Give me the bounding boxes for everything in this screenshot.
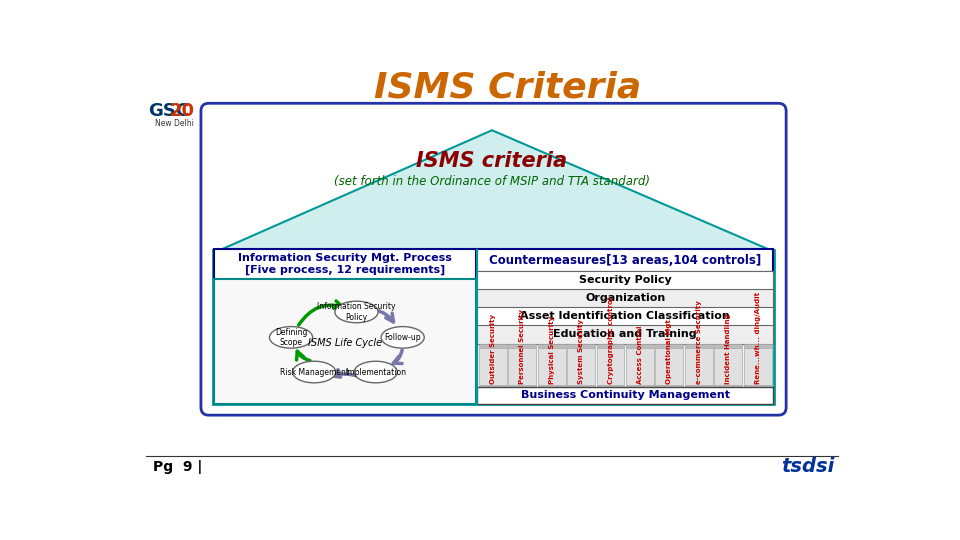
FancyBboxPatch shape — [477, 271, 773, 290]
Text: Education and Training: Education and Training — [553, 329, 697, 340]
FancyBboxPatch shape — [684, 343, 712, 348]
FancyArrowPatch shape — [332, 370, 362, 377]
FancyBboxPatch shape — [596, 348, 624, 385]
FancyBboxPatch shape — [509, 385, 537, 390]
FancyArrowPatch shape — [297, 352, 310, 361]
FancyBboxPatch shape — [477, 387, 773, 403]
FancyBboxPatch shape — [744, 348, 772, 385]
Text: (set forth in the Ordinance of MSIP and TTA standard): (set forth in the Ordinance of MSIP and … — [334, 176, 650, 188]
Text: Information Security Mgt. Process
[Five process, 12 requirements]: Information Security Mgt. Process [Five … — [238, 253, 452, 275]
FancyBboxPatch shape — [684, 385, 712, 390]
FancyBboxPatch shape — [477, 307, 773, 326]
FancyBboxPatch shape — [479, 385, 507, 390]
FancyBboxPatch shape — [509, 343, 537, 348]
Text: e-commerce Security: e-commerce Security — [696, 300, 702, 383]
Ellipse shape — [381, 327, 424, 348]
FancyBboxPatch shape — [509, 348, 537, 385]
Text: Incident Handling: Incident Handling — [725, 313, 732, 383]
FancyBboxPatch shape — [567, 348, 595, 385]
FancyArrowPatch shape — [394, 350, 402, 363]
FancyBboxPatch shape — [538, 385, 565, 390]
FancyBboxPatch shape — [214, 279, 476, 403]
Text: Pg  9 |: Pg 9 | — [154, 460, 203, 474]
Text: tsdsi: tsdsi — [781, 457, 834, 476]
Text: Security Policy: Security Policy — [579, 275, 672, 285]
FancyBboxPatch shape — [596, 343, 624, 348]
Text: 20: 20 — [170, 102, 195, 120]
Text: Implementation: Implementation — [346, 368, 406, 376]
FancyBboxPatch shape — [479, 348, 507, 385]
FancyBboxPatch shape — [656, 385, 684, 390]
FancyBboxPatch shape — [744, 343, 772, 348]
Text: Information Security
Policy: Information Security Policy — [317, 302, 396, 322]
FancyBboxPatch shape — [656, 343, 684, 348]
Text: Rene...wh... ding/Audit: Rene...wh... ding/Audit — [755, 292, 760, 383]
Polygon shape — [221, 130, 769, 249]
Text: Physical Security: Physical Security — [549, 315, 555, 383]
Text: System Security: System Security — [578, 319, 584, 383]
Text: Cryptographic control: Cryptographic control — [608, 296, 613, 383]
Text: Follow-up: Follow-up — [384, 333, 421, 342]
FancyBboxPatch shape — [656, 348, 684, 385]
FancyBboxPatch shape — [477, 326, 773, 345]
FancyBboxPatch shape — [626, 385, 654, 390]
Text: Personnel Security: Personnel Security — [519, 308, 525, 383]
FancyArrowPatch shape — [299, 301, 343, 325]
FancyBboxPatch shape — [213, 249, 774, 403]
Text: Operational Mgt.: Operational Mgt. — [666, 316, 672, 383]
FancyBboxPatch shape — [684, 348, 712, 385]
Text: Asset Identification Classification: Asset Identification Classification — [520, 312, 731, 321]
FancyBboxPatch shape — [596, 385, 624, 390]
Text: Access Control: Access Control — [636, 325, 643, 383]
Ellipse shape — [270, 327, 313, 348]
Text: New Delhi: New Delhi — [156, 119, 194, 128]
FancyBboxPatch shape — [744, 385, 772, 390]
FancyBboxPatch shape — [714, 385, 742, 390]
Text: Defining
Scope: Defining Scope — [275, 328, 307, 347]
Text: ISMS criteria: ISMS criteria — [417, 151, 567, 171]
Text: ISMS Criteria: ISMS Criteria — [373, 71, 641, 105]
Text: Risk Management: Risk Management — [279, 368, 348, 376]
Text: ISMS Life Cycle: ISMS Life Cycle — [308, 338, 382, 348]
Ellipse shape — [293, 361, 336, 383]
FancyBboxPatch shape — [714, 348, 742, 385]
Text: Business Continuity Management: Business Continuity Management — [520, 390, 730, 400]
Ellipse shape — [335, 301, 378, 323]
FancyBboxPatch shape — [626, 348, 654, 385]
FancyBboxPatch shape — [567, 343, 595, 348]
FancyBboxPatch shape — [538, 348, 565, 385]
FancyBboxPatch shape — [626, 343, 654, 348]
FancyArrowPatch shape — [363, 309, 394, 322]
FancyBboxPatch shape — [538, 343, 565, 348]
FancyBboxPatch shape — [477, 289, 773, 308]
FancyBboxPatch shape — [567, 385, 595, 390]
Text: Countermeasures[13 areas,104 controls]: Countermeasures[13 areas,104 controls] — [489, 254, 761, 267]
FancyBboxPatch shape — [477, 249, 773, 272]
FancyBboxPatch shape — [201, 103, 786, 415]
FancyBboxPatch shape — [479, 343, 507, 348]
Text: GSC: GSC — [148, 102, 189, 120]
Text: Outsider Security: Outsider Security — [490, 313, 496, 383]
Text: Organization: Organization — [585, 293, 665, 303]
FancyBboxPatch shape — [214, 249, 476, 280]
FancyBboxPatch shape — [714, 343, 742, 348]
Ellipse shape — [354, 361, 397, 383]
